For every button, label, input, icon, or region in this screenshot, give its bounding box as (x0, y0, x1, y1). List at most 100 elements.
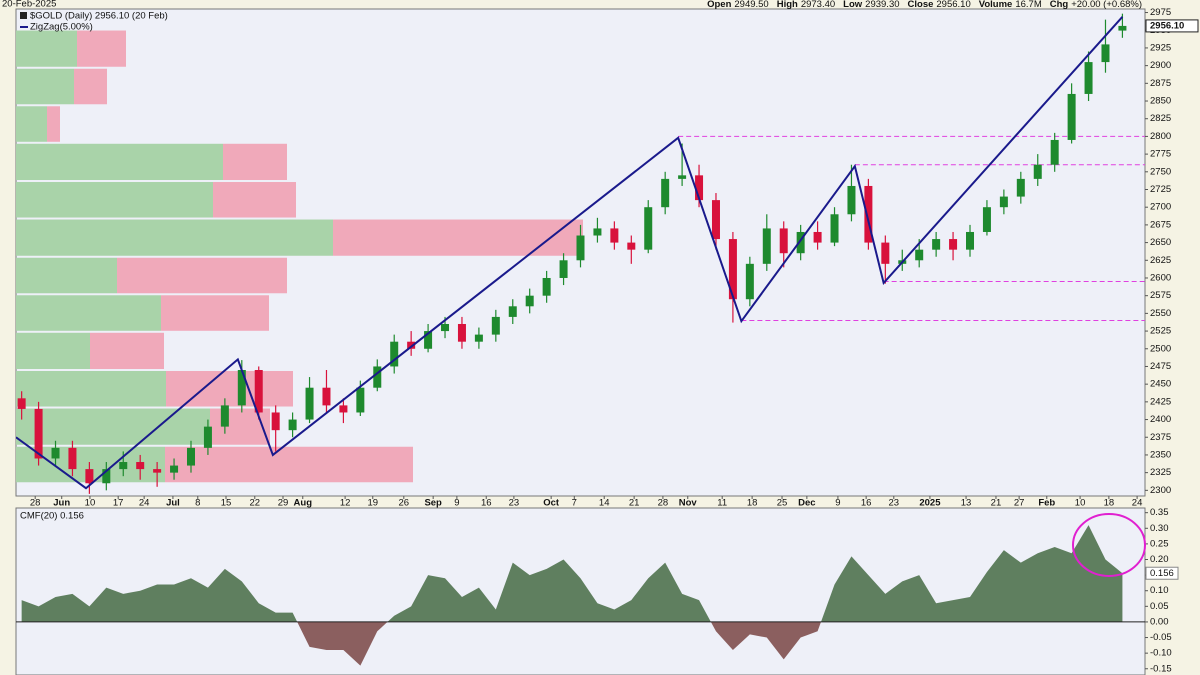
candle-body (949, 239, 958, 250)
vbp-down (165, 446, 413, 483)
x-tick-label: 22 (249, 498, 260, 509)
x-tick-label: 21 (991, 498, 1002, 509)
candle-body (1033, 164, 1042, 179)
legend-icon (20, 12, 27, 19)
y-tick-label: 2300 (1150, 485, 1171, 496)
y-tick-label: 2425 (1150, 396, 1171, 407)
cmf-area-positive (21, 525, 1123, 622)
vbp-down (77, 30, 126, 67)
y-tick-label: 2725 (1150, 184, 1171, 195)
cmf-last-tag: 0.156 (1150, 568, 1174, 579)
y-tick-label: 2400 (1150, 414, 1171, 425)
x-tick-label: Aug (294, 498, 313, 509)
quote-value: 2949.50 (734, 0, 768, 10)
y-tick-label: 2450 (1150, 379, 1171, 390)
x-tick-label: 16 (861, 498, 872, 509)
candle-body (186, 447, 195, 466)
candle-body (542, 277, 551, 296)
y-tick-label: 2925 (1150, 42, 1171, 53)
vbp-up (16, 106, 47, 142)
vbp-up (16, 295, 161, 331)
x-tick-label: 12 (340, 498, 351, 509)
quote-value: 2939.30 (865, 0, 899, 10)
x-tick-label: 16 (481, 498, 492, 509)
candle-body (407, 341, 416, 349)
y-tick-label: 2875 (1150, 78, 1171, 89)
zigzag-line (16, 16, 1124, 490)
cmf-area-negative (297, 622, 821, 666)
y-tick-label: 2525 (1150, 326, 1171, 337)
x-tick-label: 18 (1104, 498, 1115, 509)
candle-body (1016, 178, 1025, 197)
y-tick-label: 2750 (1150, 166, 1171, 177)
x-tick-label: 15 (221, 498, 232, 509)
candle-body (1050, 139, 1059, 165)
header-quote: Open 2949.50 High 2973.40 Low 2939.30 Close 295… (707, 0, 1142, 10)
y-tick-label: -0.05 (1150, 632, 1172, 643)
y-tick-label: 2775 (1150, 149, 1171, 160)
x-tick-label: 7 (572, 498, 577, 509)
annotation-ellipse (1072, 513, 1146, 577)
candle-body (339, 405, 348, 413)
candle-body (17, 398, 26, 409)
candle-body (593, 228, 602, 236)
candle-body (1084, 62, 1093, 94)
candle-body (305, 387, 314, 420)
candle-body (999, 196, 1008, 208)
cmf-layer (16, 525, 1145, 666)
x-tick-label: Jul (166, 498, 180, 509)
y-tick-label: 2800 (1150, 131, 1171, 142)
y-tick-label: 0.00 (1150, 616, 1169, 627)
x-tick-label: Sep (424, 498, 442, 509)
x-tick-label: Jun (53, 498, 70, 509)
candle-body (661, 178, 670, 208)
y-tick-label: 2375 (1150, 432, 1171, 443)
candle-body (356, 387, 365, 413)
x-tick-label: 23 (509, 498, 520, 509)
legend-title: $GOLD (Daily) 2956.10 (20 Feb) (30, 11, 168, 22)
candle-body (1118, 25, 1127, 31)
candle-body (813, 231, 822, 243)
candle-body (864, 185, 873, 243)
candle-body (153, 469, 162, 473)
y-tick-label: 2500 (1150, 343, 1171, 354)
candle-body (627, 242, 636, 250)
y-tick-label: -0.10 (1150, 648, 1172, 659)
quote-value: +20.00 (+0.68%) (1071, 0, 1142, 10)
x-tick-label: 14 (599, 498, 610, 509)
vbp-down (213, 182, 296, 218)
x-tick-label: 28 (658, 498, 669, 509)
price-layer (16, 13, 1145, 494)
header-date: 20-Feb-2025 (2, 0, 56, 10)
y-tick-label: 2825 (1150, 113, 1171, 124)
candle-body (762, 228, 771, 264)
vbp-down (166, 371, 293, 407)
candle-body (779, 228, 788, 254)
candle-body (170, 465, 179, 473)
x-tick-label: Feb (1038, 498, 1055, 509)
candle-body (457, 323, 466, 342)
x-tick-label: 26 (399, 498, 410, 509)
candle-body (68, 447, 77, 470)
vbp-up (16, 30, 77, 67)
x-tick-label: 18 (747, 498, 758, 509)
y-tick-label: 2650 (1150, 237, 1171, 248)
x-tick-label: 28 (30, 498, 41, 509)
candle-body (254, 370, 263, 413)
quote-value: 2956.10 (936, 0, 970, 10)
x-tick-label: 11 (717, 498, 727, 509)
y-tick-label: -0.15 (1150, 663, 1172, 674)
candle-body (220, 405, 229, 427)
candle-body (271, 412, 280, 431)
quote-value: 16.7M (1015, 0, 1041, 10)
x-tick-label: 10 (1075, 498, 1086, 509)
vbp-up (16, 257, 117, 294)
y-tick-label: 2475 (1150, 361, 1171, 372)
vbp-up (16, 182, 213, 218)
vbp-down (210, 408, 270, 445)
x-tick-label: Oct (543, 498, 560, 509)
candle-body (830, 214, 839, 243)
